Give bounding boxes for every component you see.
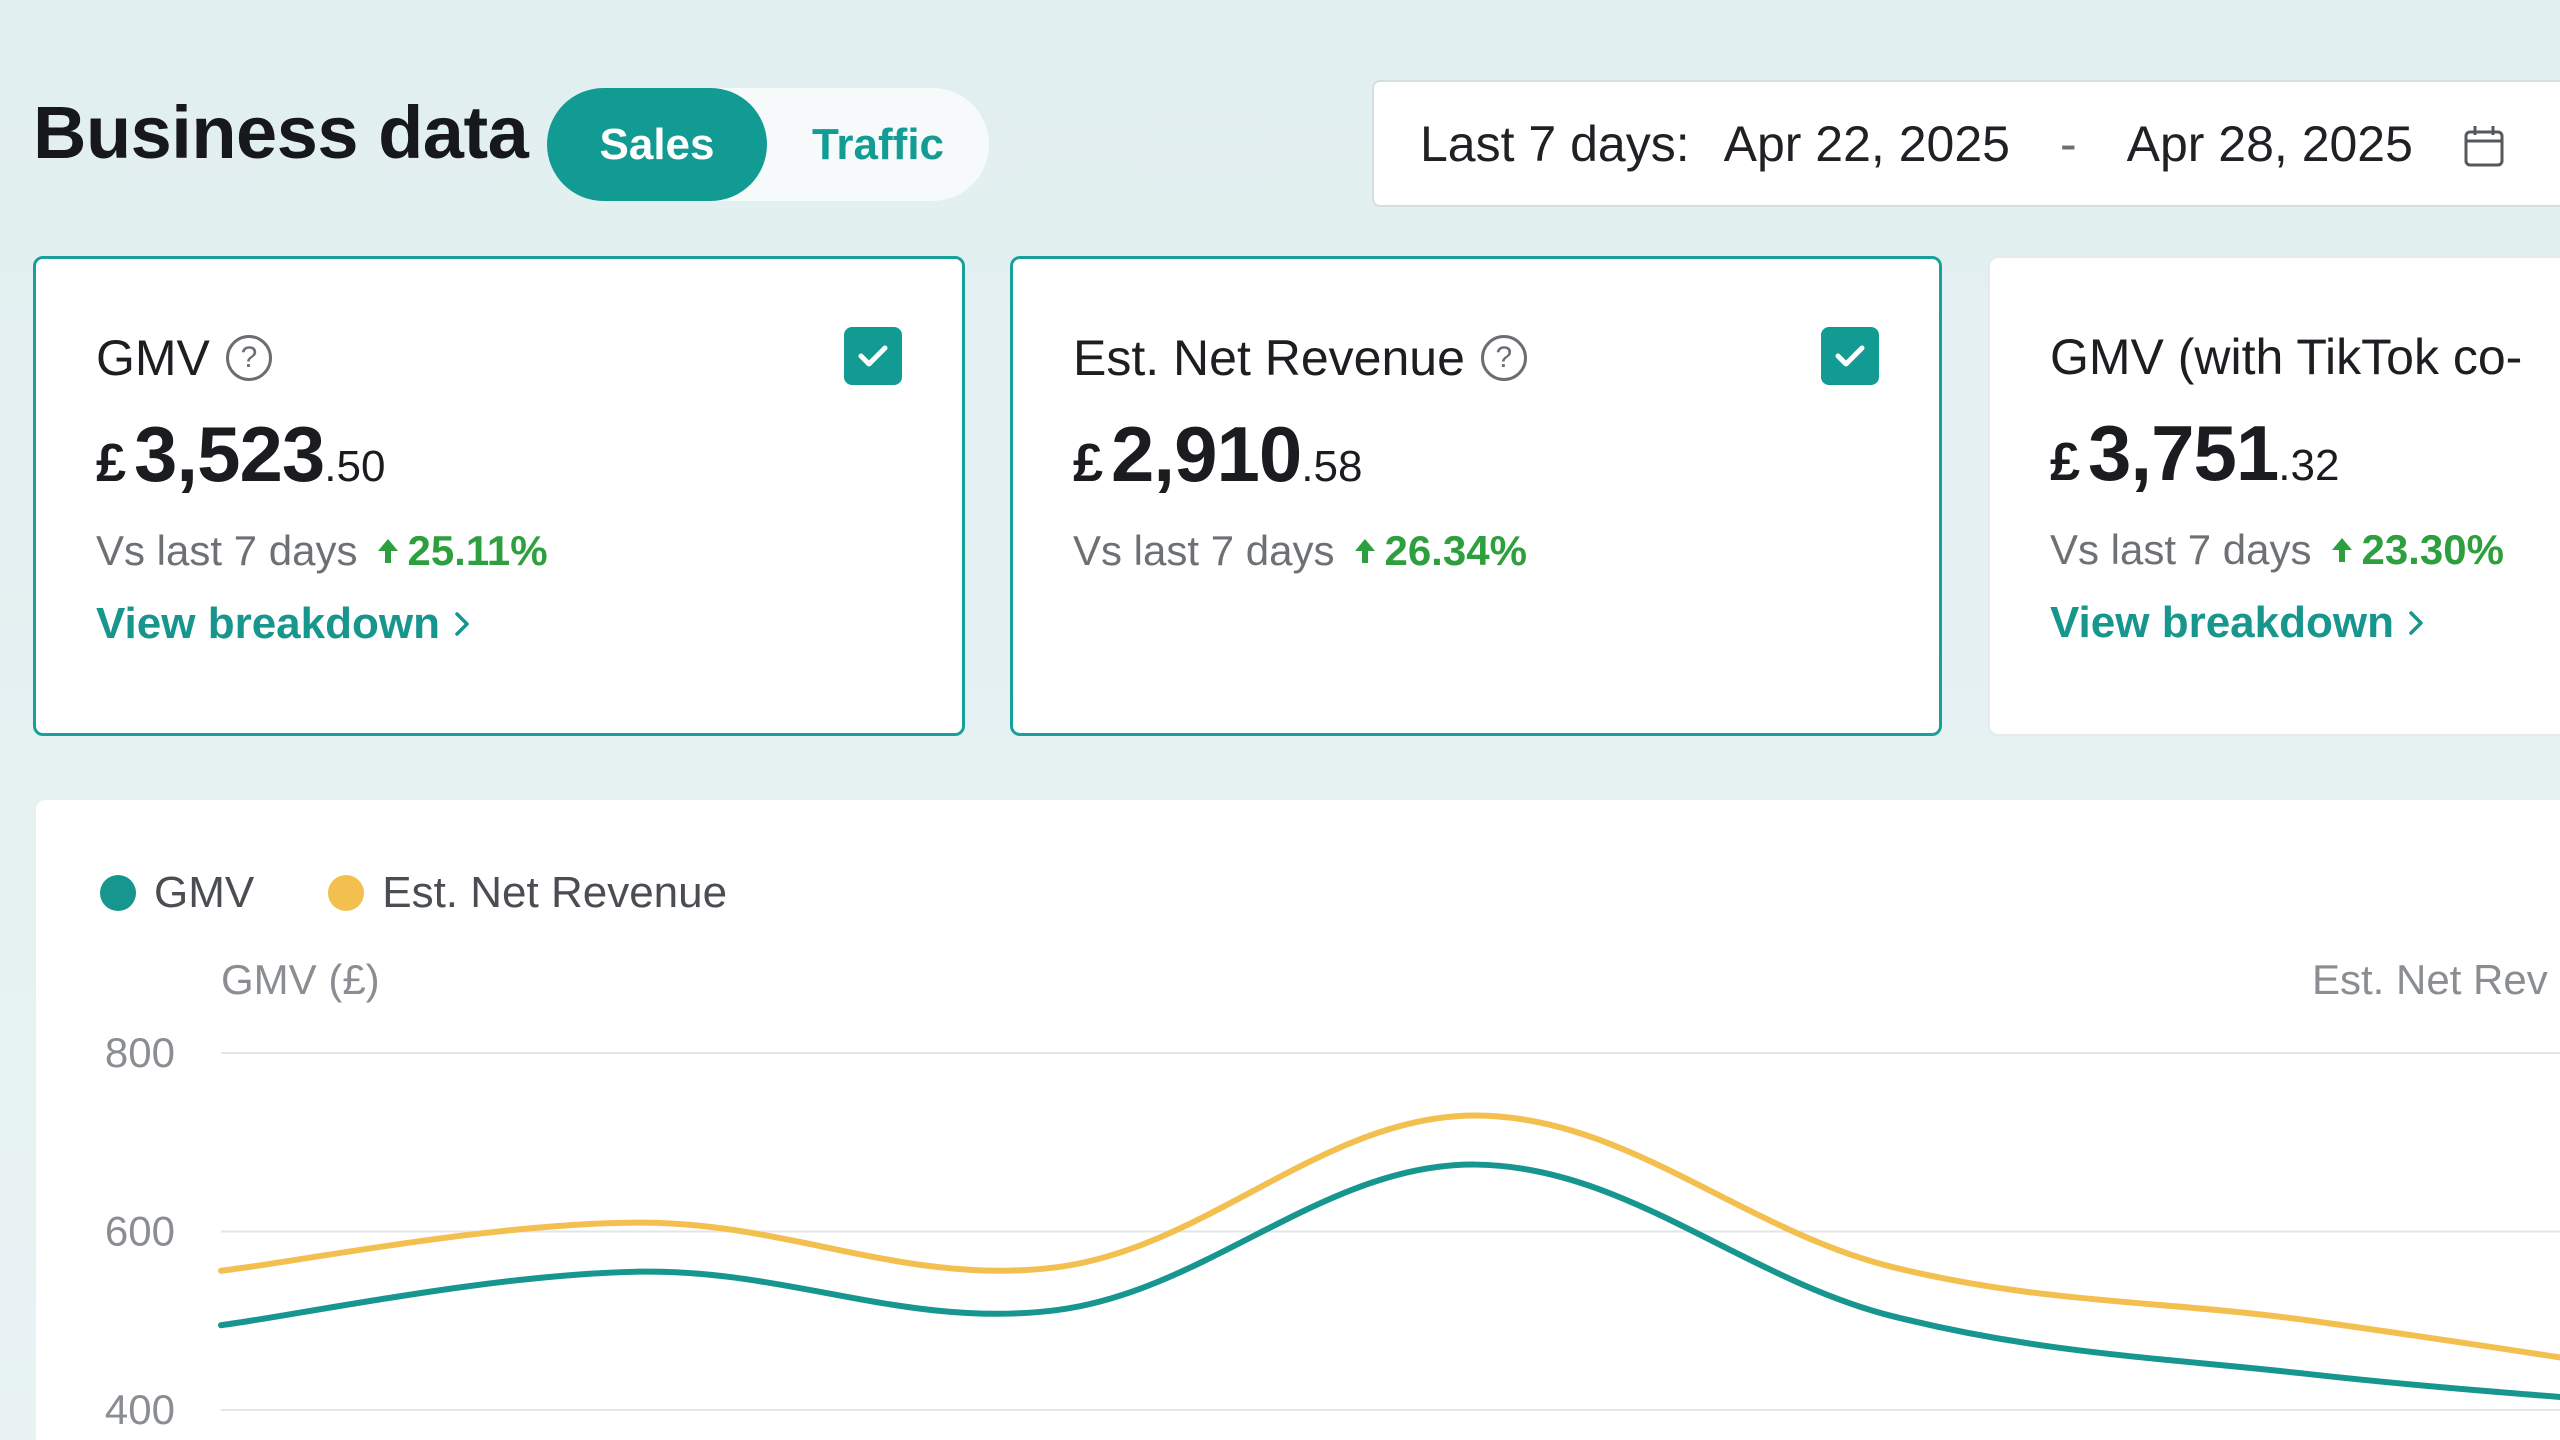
comparison-row: Vs last 7 days 25.11% xyxy=(96,527,548,575)
series-line-gmv[interactable] xyxy=(218,1161,2560,1410)
metric-value: £ 2,910 .58 xyxy=(1073,409,1362,500)
arrow-up-icon xyxy=(377,527,399,575)
metric-card-gmv-with-tiktok[interactable]: GMV (with TikTok co- £ 3,751 .32 Vs last… xyxy=(1988,256,2560,736)
help-icon[interactable]: ? xyxy=(1480,335,1527,381)
metric-checkbox[interactable] xyxy=(844,327,902,385)
view-breakdown-label: View breakdown xyxy=(2050,598,2394,647)
chevron-right-icon xyxy=(2408,598,2424,648)
legend-item-gmv[interactable]: GMV xyxy=(100,868,254,918)
metric-title: GMV (with TikTok co- xyxy=(2050,328,2522,386)
value-integer: 2,910 xyxy=(1111,410,1302,498)
y-tick-label: 600 xyxy=(105,1208,175,1255)
y-tick-label: 400 xyxy=(105,1386,175,1433)
metric-value: £ 3,523 .50 xyxy=(96,409,385,500)
comparison-label: Vs last 7 days xyxy=(2050,526,2312,573)
trend-change: 25.11% xyxy=(377,527,548,575)
value-integer: 3,751 xyxy=(2088,409,2279,497)
date-separator: - xyxy=(2059,115,2077,172)
change-percent: 23.30% xyxy=(2361,526,2504,573)
change-percent: 26.34% xyxy=(1384,527,1527,574)
metric-value: £ 3,751 .32 xyxy=(2050,408,2339,499)
legend-item-est-net-revenue[interactable]: Est. Net Revenue xyxy=(328,868,727,918)
metric-title-text: Est. Net Revenue xyxy=(1073,330,1465,386)
view-breakdown-link[interactable]: View breakdown xyxy=(2050,598,2424,648)
calendar-icon[interactable] xyxy=(2463,122,2505,166)
metric-checkbox[interactable] xyxy=(1821,327,1879,385)
checkmark-icon xyxy=(858,345,888,367)
y-tick-label: 800 xyxy=(105,1029,175,1076)
arrow-up-icon xyxy=(1354,527,1376,575)
line-chart: 800 600 400 xyxy=(105,1029,2560,1433)
value-decimal: .50 xyxy=(324,442,386,491)
page-title: Business data xyxy=(33,91,529,174)
date-range-label: Last 7 days: xyxy=(1420,115,1690,172)
legend-dot-gmv xyxy=(100,875,136,911)
value-decimal: .32 xyxy=(2278,441,2340,490)
chart-panel: GMV Est. Net Revenue GMV (£) Est. Net Re… xyxy=(36,800,2560,1440)
series-line-est-net-revenue[interactable] xyxy=(218,1112,2560,1383)
change-percent: 25.11% xyxy=(407,527,548,574)
start-date[interactable]: Apr 22, 2025 xyxy=(1723,115,2010,172)
metric-title-text: GMV xyxy=(96,330,210,386)
legend-label-est-net-revenue: Est. Net Revenue xyxy=(382,868,728,917)
comparison-label: Vs last 7 days xyxy=(96,527,358,574)
end-date[interactable]: Apr 28, 2025 xyxy=(2126,115,2413,172)
metric-title-text: GMV (with TikTok co- xyxy=(2050,329,2523,385)
help-icon[interactable]: ? xyxy=(225,335,272,381)
y-axis-title-left: GMV (£) xyxy=(221,956,380,1003)
legend-label-gmv: GMV xyxy=(154,868,255,917)
metric-card-gmv[interactable]: GMV ? £ 3,523 .50 Vs last 7 days 25.11% … xyxy=(33,256,965,736)
comparison-label: Vs last 7 days xyxy=(1073,527,1335,574)
metric-title: GMV ? xyxy=(96,329,272,387)
metric-card-est-net-revenue[interactable]: Est. Net Revenue ? £ 2,910 .58 Vs last 7… xyxy=(1010,256,1942,736)
chevron-right-icon xyxy=(454,599,470,649)
tab-traffic[interactable]: Traffic xyxy=(811,119,945,169)
view-breakdown-label: View breakdown xyxy=(96,599,440,648)
currency-symbol: £ xyxy=(1073,433,1104,493)
chart-legend: GMV Est. Net Revenue xyxy=(100,868,801,918)
date-range-picker[interactable]: Last 7 days: Apr 22, 2025 - Apr 28, 2025 xyxy=(1372,80,2560,207)
comparison-row: Vs last 7 days 26.34% xyxy=(1073,527,1527,575)
view-breakdown-link[interactable]: View breakdown xyxy=(96,599,470,649)
tab-sales[interactable]: Sales xyxy=(547,88,767,201)
trend-change: 23.30% xyxy=(2331,526,2504,574)
sales-traffic-toggle: Sales Traffic xyxy=(547,88,989,201)
y-axis-title-right: Est. Net Rev xyxy=(2312,956,2548,1003)
value-integer: 3,523 xyxy=(134,410,325,498)
currency-symbol: £ xyxy=(2050,432,2081,492)
value-decimal: .58 xyxy=(1301,442,1363,491)
checkmark-icon xyxy=(1835,345,1865,367)
trend-change: 26.34% xyxy=(1354,527,1527,575)
arrow-up-icon xyxy=(2331,526,2353,574)
legend-dot-est-net-revenue xyxy=(328,875,365,911)
currency-symbol: £ xyxy=(96,433,127,493)
metric-title: Est. Net Revenue ? xyxy=(1073,329,1527,387)
comparison-row: Vs last 7 days 23.30% xyxy=(2050,526,2504,574)
